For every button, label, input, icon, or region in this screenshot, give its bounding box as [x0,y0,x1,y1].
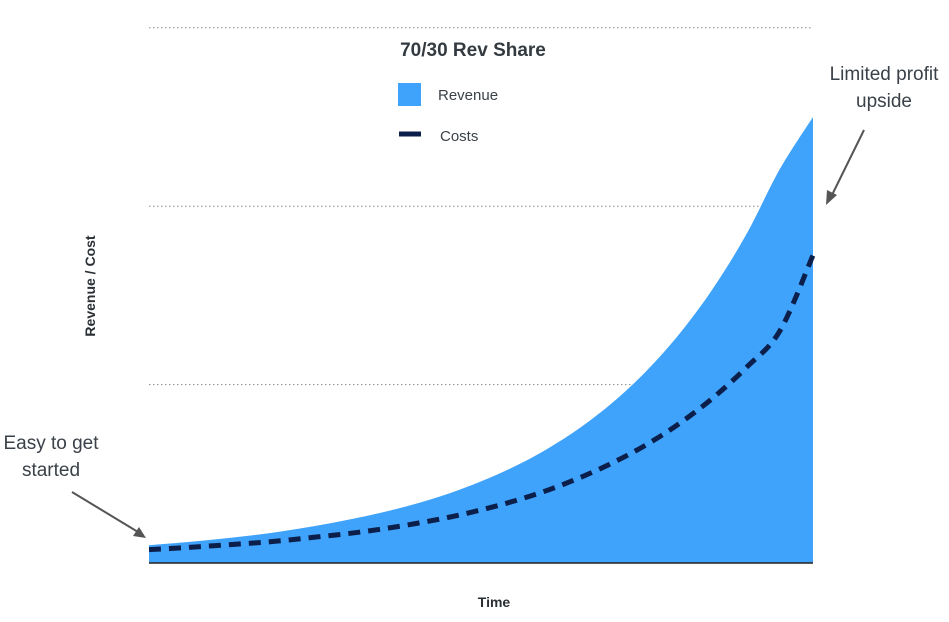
annotation-easy-start-arrow-shaft [71,491,139,533]
legend-revenue-label: Revenue [438,87,498,104]
annotation-limited-profit-line1: Limited profit [830,64,939,85]
annotation-limited-profit: Limited profit upside [826,64,939,205]
annotation-limited-profit-arrow-head [826,190,837,205]
legend-revenue-swatch [398,83,421,106]
annotation-easy-start-line2: started [22,460,80,481]
x-axis-label: Time [478,594,511,610]
annotation-limited-profit-arrow-shaft [831,129,865,196]
legend: Revenue Costs [398,83,498,145]
revenue-area [149,117,813,563]
annotation-limited-profit-line2: upside [856,91,912,112]
legend-costs-label: Costs [440,128,478,145]
chart-title: 70/30 Rev Share [400,40,546,61]
annotation-easy-start-line1: Easy to get [3,433,99,454]
annotation-easy-start: Easy to get started [3,433,146,538]
annotation-easy-start-arrow-head [133,527,146,538]
costs-line [148,254,816,553]
y-axis-label: Revenue / Cost [82,235,98,336]
